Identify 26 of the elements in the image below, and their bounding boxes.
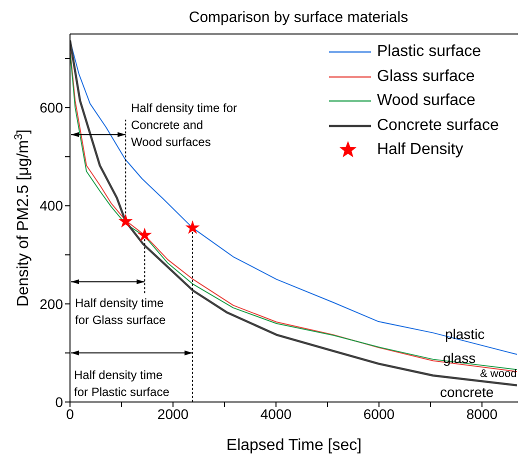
legend-label: Half Density bbox=[377, 140, 464, 160]
annotation: Half density time for Plastic surface bbox=[74, 367, 170, 401]
annotation: plastic bbox=[445, 326, 485, 342]
x-axis-title: Elapsed Time [sec] bbox=[226, 437, 362, 454]
y-tick-label: 400 bbox=[40, 198, 64, 214]
y-tick-label: 200 bbox=[40, 296, 64, 312]
annotation: Half density time for Concrete and Wood surfaces bbox=[131, 100, 238, 151]
annotation: concrete bbox=[440, 384, 494, 400]
y-tick-label: 0 bbox=[55, 394, 64, 410]
x-tick-label: 6000 bbox=[363, 406, 395, 422]
chart-title: Comparison by surface materials bbox=[188, 8, 410, 28]
annotation: Half density time for Glass surface bbox=[75, 295, 166, 329]
x-tick-label: 2000 bbox=[157, 406, 189, 422]
annotation: glass bbox=[443, 350, 476, 366]
legend-label: Glass surface bbox=[377, 66, 475, 86]
point bbox=[185, 220, 200, 234]
legend-label: Plastic surface bbox=[377, 42, 482, 62]
x-tick-label: 0 bbox=[66, 406, 74, 422]
point bbox=[118, 214, 133, 228]
x-tick-label: 8000 bbox=[466, 406, 498, 422]
point bbox=[137, 228, 152, 242]
legend-label: Concrete surface bbox=[377, 116, 499, 136]
x-tick-label: 4000 bbox=[260, 406, 292, 422]
legend-label: Wood surface bbox=[377, 91, 476, 111]
y-tick-label: 600 bbox=[40, 100, 64, 116]
annotation: & wood bbox=[480, 367, 517, 382]
